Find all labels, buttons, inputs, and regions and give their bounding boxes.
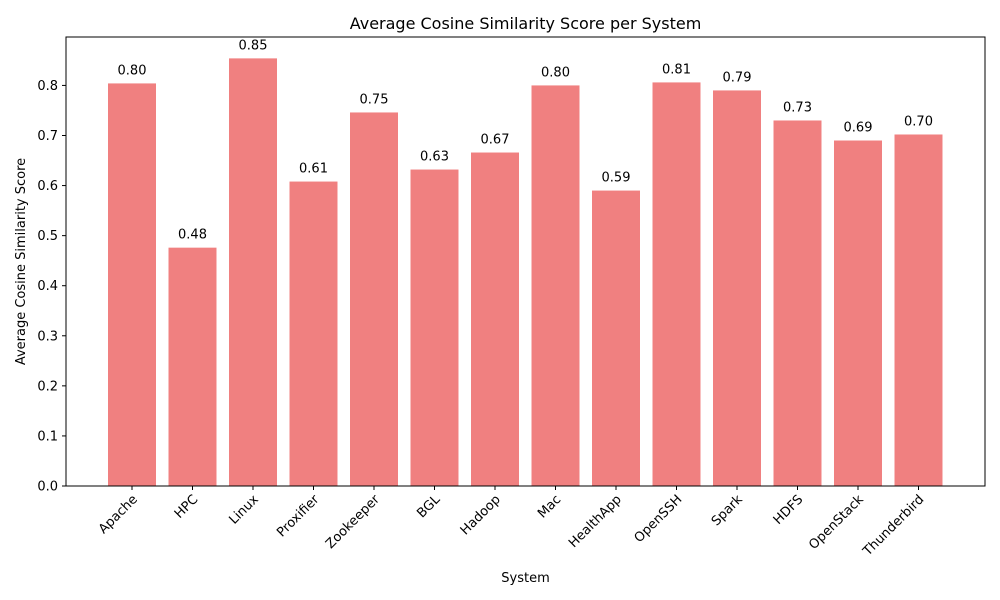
data-label-healthapp: 0.59 bbox=[602, 171, 631, 186]
y-tick-label: 0.6 bbox=[37, 179, 58, 194]
x-tick-label-bgl: BGL bbox=[414, 492, 444, 522]
x-tick-label-hpc: HPC bbox=[172, 492, 201, 521]
bar-mac bbox=[531, 85, 580, 486]
data-label-bgl: 0.63 bbox=[420, 150, 449, 165]
x-axis-label: System bbox=[501, 571, 549, 586]
bar-linux bbox=[229, 58, 277, 486]
bar-openstack bbox=[834, 140, 882, 487]
chart-title: Average Cosine Similarity Score per Syst… bbox=[350, 14, 702, 33]
y-tick-label: 0.2 bbox=[37, 379, 58, 394]
plot-frame bbox=[65, 36, 986, 487]
bar-hpc bbox=[168, 247, 217, 486]
x-tick-label-thunderbird: Thunderbird bbox=[860, 492, 928, 560]
bar-proxifier bbox=[289, 181, 338, 487]
bar-zookeeper bbox=[350, 112, 398, 487]
x-tick-label-openstack: OpenStack bbox=[806, 492, 867, 553]
x-axis: Apache HPC Linux Proxifier Zookeeper BGL Hadoo… bbox=[96, 486, 927, 560]
x-tick-label-healthapp: HealthApp bbox=[566, 492, 625, 551]
y-axis-label: Average Cosine Similarity Score bbox=[14, 158, 29, 365]
bar-openssh bbox=[652, 82, 701, 487]
bar-apache bbox=[108, 83, 156, 486]
y-tick-label: 0.4 bbox=[37, 279, 58, 294]
data-label-hadoop: 0.67 bbox=[481, 133, 510, 148]
bar-bgl bbox=[410, 169, 459, 486]
bar-spark bbox=[713, 90, 761, 487]
data-label-zookeeper: 0.75 bbox=[360, 92, 389, 107]
data-labels-group: 0.80 0.48 0.85 0.61 0.75 0.63 0.67 0.80 0.59 0.81… bbox=[118, 38, 933, 242]
data-label-openssh: 0.81 bbox=[662, 62, 691, 77]
data-label-thunderbird: 0.70 bbox=[904, 114, 933, 129]
x-tick-label-spark: Spark bbox=[709, 492, 746, 529]
y-axis: 0.0 0.1 0.2 0.3 0.4 0.5 0.6 0.7 0.8 bbox=[37, 79, 66, 495]
y-tick-label: 0.3 bbox=[37, 329, 58, 344]
bar-healthapp bbox=[592, 190, 640, 486]
x-tick-label-mac: Mac bbox=[535, 492, 564, 521]
data-label-hdfs: 0.73 bbox=[783, 100, 812, 115]
bars-group bbox=[108, 58, 943, 487]
data-label-hpc: 0.48 bbox=[178, 228, 207, 243]
x-tick-label-apache: Apache bbox=[96, 492, 141, 537]
x-tick-label-zookeeper: Zookeeper bbox=[323, 492, 383, 552]
bar-hdfs bbox=[773, 120, 822, 487]
x-tick-label-linux: Linux bbox=[226, 492, 262, 528]
y-tick-label: 0.0 bbox=[37, 480, 58, 495]
data-label-spark: 0.79 bbox=[723, 70, 752, 85]
x-tick-label-hdfs: HDFS bbox=[771, 492, 807, 528]
x-tick-label-proxifier: Proxifier bbox=[274, 492, 323, 541]
y-tick-label: 0.5 bbox=[37, 229, 58, 244]
data-label-openstack: 0.69 bbox=[844, 120, 873, 135]
y-tick-label: 0.7 bbox=[37, 129, 58, 144]
bar-thunderbird bbox=[894, 134, 943, 486]
bar-hadoop bbox=[471, 152, 519, 487]
data-label-mac: 0.80 bbox=[541, 65, 570, 80]
data-label-proxifier: 0.61 bbox=[299, 162, 328, 177]
data-label-apache: 0.80 bbox=[118, 63, 147, 78]
data-label-linux: 0.85 bbox=[239, 38, 268, 53]
y-tick-label: 0.8 bbox=[37, 79, 58, 94]
x-tick-label-hadoop: Hadoop bbox=[458, 492, 504, 538]
x-tick-label-openssh: OpenSSH bbox=[632, 492, 686, 546]
y-tick-label: 0.1 bbox=[37, 429, 58, 444]
